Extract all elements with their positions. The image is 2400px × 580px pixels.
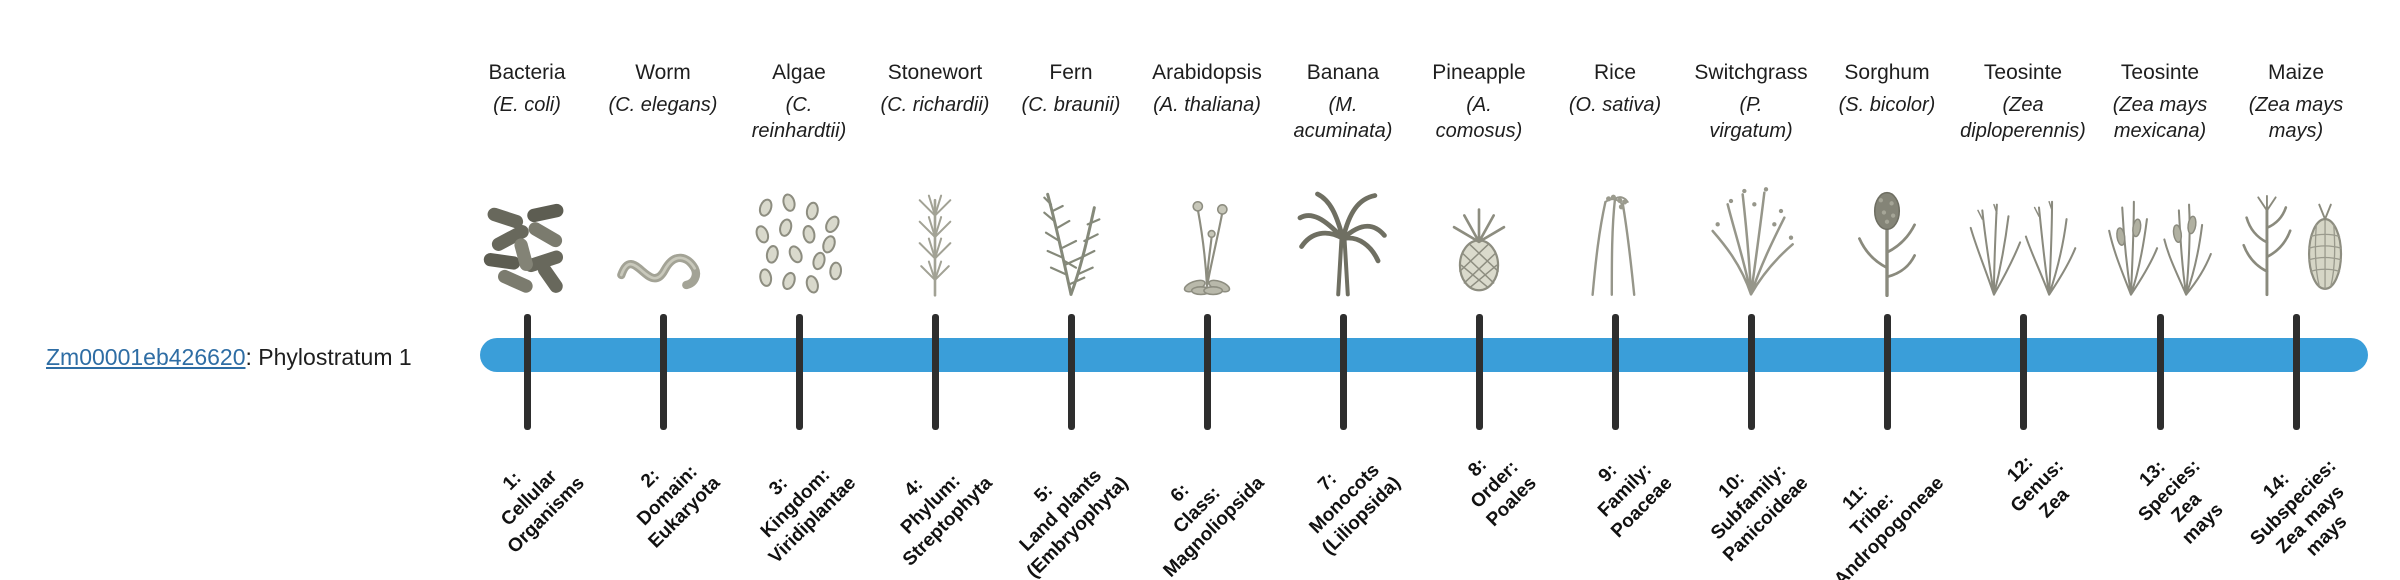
gene-id-link[interactable]: Zm00001eb426620 (46, 344, 246, 370)
organism-name: Arabidopsis (1152, 61, 1262, 84)
stratum-column: Fern (C. braunii) 5: Land plants (Embryo… (991, 0, 1151, 580)
timeline-tick (2292, 314, 2300, 430)
organism-name: Rice (1593, 61, 1636, 84)
maize-icon (2235, 160, 2357, 298)
timeline-tick (659, 314, 667, 430)
organism-species: (Zea mays mays) (2248, 94, 2344, 142)
teosinte-mexicana-icon (2099, 160, 2221, 298)
organism-name: Algae (772, 61, 826, 84)
phylostratum-tier-label: 9: Family: Poaceae (1593, 459, 1677, 542)
phylostratum-tier-label: 8: Order: Poales (1464, 454, 1541, 531)
organism-name: Pineapple (1432, 61, 1526, 84)
gene-label: Zm00001eb426620: Phylostratum 1 (46, 340, 412, 374)
stratum-column: Switchgrass (P. virgatum) 10: Subfamily:… (1671, 0, 1831, 580)
organism-name: Worm (635, 61, 691, 84)
bacteria-icon (477, 160, 577, 298)
organism-name: Maize (2267, 61, 2325, 84)
timeline-tick (1475, 314, 1483, 430)
timeline-tick (1067, 314, 1075, 430)
organism-name: Teosinte (1983, 61, 2063, 84)
organism-species: (Zea diploperennis) (1960, 94, 2086, 142)
phylostratum-tier-label: 4: Phylum: Streptophyta (896, 470, 997, 571)
timeline-tick (523, 314, 531, 430)
timeline-tick (1883, 314, 1891, 430)
organism-name: Fern (1049, 61, 1093, 84)
organism-name: Stonewort (887, 61, 983, 84)
organism-species: (A. thaliana) (1153, 94, 1261, 116)
timeline-tick (1339, 314, 1347, 430)
phylostratum-tier-label: 6: Class: Magnoliopsida (1159, 472, 1269, 580)
stratum-column: Worm (C. elegans) 2: Domain: Eukaryota (583, 0, 743, 580)
sorghum-icon (1841, 160, 1933, 298)
stratum-column: Pineapple (A. comosus) 8: Order: Poales (1399, 0, 1559, 580)
timeline-tick (931, 314, 939, 430)
organism-name: Banana (1306, 61, 1380, 84)
phylostratum-tier-label: 2: Domain: Eukaryota (633, 461, 725, 553)
organism-name: Switchgrass (1694, 61, 1808, 84)
rice-icon (1567, 160, 1663, 298)
stratum-column: Banana (M. acuminata) 7: Monocots (Lilio… (1263, 0, 1423, 580)
timeline-tick (2019, 314, 2027, 430)
phylostratum-tier-label: 14: Subspecies: Zea mays mays (2246, 455, 2352, 561)
organism-species: (C. reinhardtii) (751, 94, 847, 142)
stratum-column: Maize (Zea mays mays) 14: Subspecies: Ze… (2216, 0, 2376, 580)
timeline-tick (1747, 314, 1755, 430)
fern-icon (1021, 160, 1121, 298)
stratum-column: Rice (O. sativa) 9: Family: Poaceae (1535, 0, 1695, 580)
worm-icon (613, 160, 713, 298)
organism-name: Bacteria (488, 61, 566, 84)
organism-species: (C. elegans) (608, 94, 718, 116)
stratum-column: Arabidopsis (A. thaliana) 6: Class: Magn… (1127, 0, 1287, 580)
phylostratum-tier-label: 11: Tribe: Andropogoneae (1830, 472, 1949, 580)
stratum-column: Teosinte (Zea mays mexicana) 13: Species… (2080, 0, 2240, 580)
pineapple-icon (1435, 160, 1523, 298)
organism-species: (E. coli) (493, 94, 561, 116)
organism-species: (A. comosus) (1435, 94, 1523, 142)
algae-icon (749, 160, 849, 298)
stratum-column: Teosinte (Zea diploperennis) 12: Genus: … (1943, 0, 2103, 580)
organism-name: Sorghum (1844, 61, 1930, 84)
stratum-column: Algae (C. reinhardtii) 3: Ki (719, 0, 879, 580)
phylostratum-tier-label: 5: Land plants (Embryophyta) (1015, 465, 1133, 580)
arabidopsis-icon (1161, 160, 1253, 298)
timeline-tick (1611, 314, 1619, 430)
stratum-column: Sorghum (S. bicolor) 11: Tribe: Andropog… (1807, 0, 1967, 580)
phylostratum-tier-label: 7: Monocots (Liliopsida) (1304, 459, 1405, 559)
switchgrass-icon (1701, 160, 1801, 298)
organism-species: (M. acuminata) (1293, 94, 1393, 142)
organism-species: (C. richardii) (880, 94, 990, 116)
organism-species: (S. bicolor) (1838, 94, 1936, 116)
phylostratum-tier-label: 3: Kingdom: Viridiplantae (756, 464, 861, 568)
organism-species: (P. virgatum) (1709, 94, 1793, 142)
phylostratum-tier-label: 10: Subfamily: Panicoideae (1706, 460, 1813, 566)
stratum-column: Bacteria (E. coli) 1: Cellular Organisms (447, 0, 607, 580)
phylostratum-tier-label: 12: Genus: Zea (2002, 452, 2073, 522)
stratum-column: Stonewort (C. richardii) 4: Phylum: Stre… (855, 0, 1015, 580)
phylostratum-text: : Phylostratum 1 (245, 344, 412, 370)
stonewort-icon (889, 160, 981, 298)
timeline-bar (480, 338, 2368, 372)
teosinte-diploperennis-icon (1962, 160, 2084, 298)
organism-name: Teosinte (2120, 61, 2200, 84)
organism-species: (Zea mays mexicana) (2112, 94, 2208, 142)
organism-species: (C. braunii) (1021, 94, 1121, 116)
phylostratum-tier-label: 1: Cellular Organisms (496, 465, 589, 558)
timeline-tick (1203, 314, 1211, 430)
organism-species: (O. sativa) (1568, 94, 1662, 116)
timeline-tick (2156, 314, 2164, 430)
banana-plant-icon (1292, 160, 1394, 298)
timeline-tick (795, 314, 803, 430)
